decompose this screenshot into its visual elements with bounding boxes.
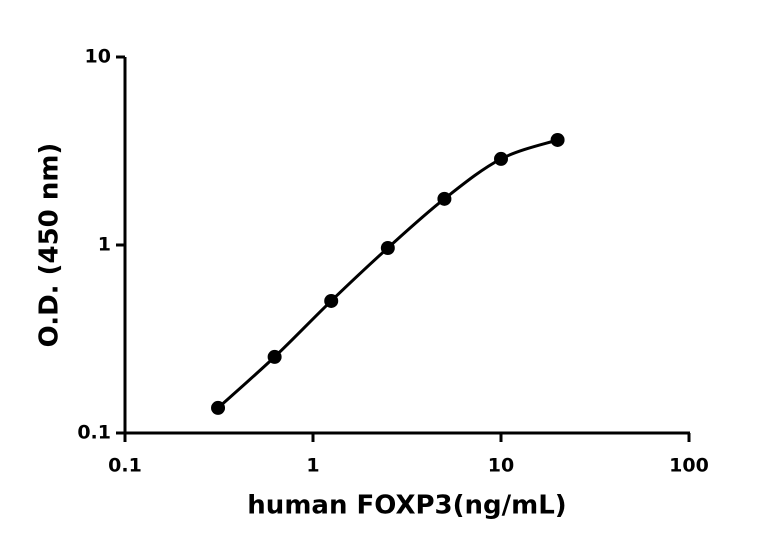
data-point bbox=[550, 132, 565, 147]
x-tick-label: 0.1 bbox=[108, 455, 142, 477]
y-tick-label: 0.1 bbox=[77, 422, 111, 444]
data-point bbox=[267, 349, 282, 364]
x-axis-title: human FOXP3(ng/mL) bbox=[247, 491, 566, 521]
y-tick-label: 1 bbox=[98, 234, 111, 256]
fit-curve bbox=[217, 138, 559, 410]
data-point bbox=[380, 240, 395, 255]
x-tick-label: 100 bbox=[669, 455, 709, 477]
y-tick-label: 10 bbox=[85, 46, 111, 68]
data-point bbox=[211, 400, 226, 415]
x-tick-label: 10 bbox=[488, 455, 514, 477]
x-tick-label: 1 bbox=[306, 455, 319, 477]
data-point bbox=[324, 293, 339, 308]
y-axis-title: O.D. (450 nm) bbox=[35, 143, 65, 348]
data-point bbox=[437, 191, 452, 206]
data-point bbox=[494, 151, 508, 166]
